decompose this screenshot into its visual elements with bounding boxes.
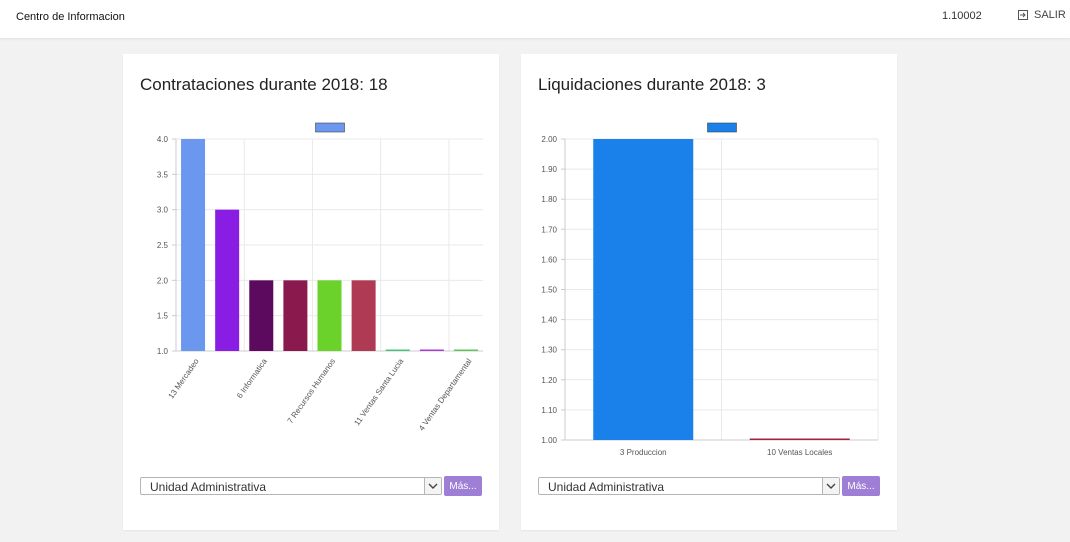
bar xyxy=(249,280,274,351)
unit-select-value: Unidad Administrativa xyxy=(548,480,665,494)
x-tick-label: 6 Informatica xyxy=(235,357,269,400)
y-tick-label: 3.5 xyxy=(157,170,169,179)
card-title: Liquidaciones durante 2018: 3 xyxy=(538,75,766,94)
chevron-down-icon[interactable] xyxy=(424,478,441,494)
logout-icon xyxy=(1018,10,1028,20)
y-tick-label: 1.0 xyxy=(157,347,169,356)
liquidaciones-chart: 1.00 1.10 1.20 1.30 1.40 1.50 1.60 1.70 1.80 1.90… xyxy=(541,122,879,457)
unit-select-value: Unidad Administrativa xyxy=(150,480,267,494)
liquidaciones-card: Liquidaciones durante 2018: 3 1.00 1.10 1.… xyxy=(521,54,897,530)
legend-swatch xyxy=(707,122,737,133)
x-tick-label: 7 Recursos Humanos xyxy=(286,357,337,425)
y-tick-label: 1.20 xyxy=(541,376,557,385)
unit-select[interactable]: Unidad Administrativa xyxy=(140,477,442,495)
y-tick-label: 1.50 xyxy=(541,286,557,295)
card-title: Contrataciones durante 2018: 18 xyxy=(140,75,388,94)
y-tick-label: 1.70 xyxy=(541,225,557,234)
x-tick-label: 10 Ventas Locales xyxy=(767,448,832,457)
y-tick-label: 2.00 xyxy=(541,135,557,144)
more-button[interactable]: Más... xyxy=(444,476,482,496)
unit-select[interactable]: Unidad Administrativa xyxy=(538,477,840,495)
bar xyxy=(317,280,342,351)
bar xyxy=(283,280,308,351)
bar xyxy=(215,209,240,351)
bar xyxy=(453,349,478,351)
legend-swatch xyxy=(315,122,345,133)
x-tick-label: 4 Ventas Departamental xyxy=(417,357,474,433)
y-tick-label: 1.40 xyxy=(541,316,557,325)
x-tick-label: 3 Produccion xyxy=(620,448,667,457)
bar xyxy=(749,438,850,440)
y-tick-label: 1.80 xyxy=(541,195,557,204)
y-tick-label: 1.30 xyxy=(541,346,557,355)
logout-label: SALIR xyxy=(1034,9,1066,21)
y-tick-label: 1.5 xyxy=(157,312,169,321)
bar xyxy=(181,139,206,351)
contrataciones-chart: 1.0 1.5 2.0 2.5 3.0 3.5 4.0 13 Mercadeo 6 Inform… xyxy=(157,122,483,433)
y-tick-label: 2.0 xyxy=(157,276,169,285)
version-label: 1.10002 xyxy=(942,10,982,22)
y-tick-label: 3.0 xyxy=(157,206,169,215)
logout-button[interactable]: SALIR xyxy=(1018,9,1066,21)
top-bar: Centro de Informacion 1.10002 SALIR xyxy=(0,0,1070,39)
y-tick-label: 1.90 xyxy=(541,165,557,174)
chevron-down-icon[interactable] xyxy=(822,478,839,494)
y-tick-label: 1.00 xyxy=(541,436,557,445)
app-title: Centro de Informacion xyxy=(16,11,125,23)
bar xyxy=(593,139,694,440)
x-tick-label: 11 Ventas Santa Lucia xyxy=(352,357,405,428)
bar xyxy=(351,280,376,351)
contrataciones-card: Contrataciones durante 2018: 18 1.0 1.5 2.… xyxy=(123,54,499,530)
y-tick-label: 1.10 xyxy=(541,406,557,415)
bar xyxy=(419,349,444,351)
x-tick-label: 13 Mercadeo xyxy=(167,357,201,401)
y-tick-label: 1.60 xyxy=(541,255,557,264)
bar xyxy=(385,349,410,351)
more-button[interactable]: Más... xyxy=(842,476,880,496)
y-tick-label: 4.0 xyxy=(157,135,169,144)
y-tick-label: 2.5 xyxy=(157,241,169,250)
